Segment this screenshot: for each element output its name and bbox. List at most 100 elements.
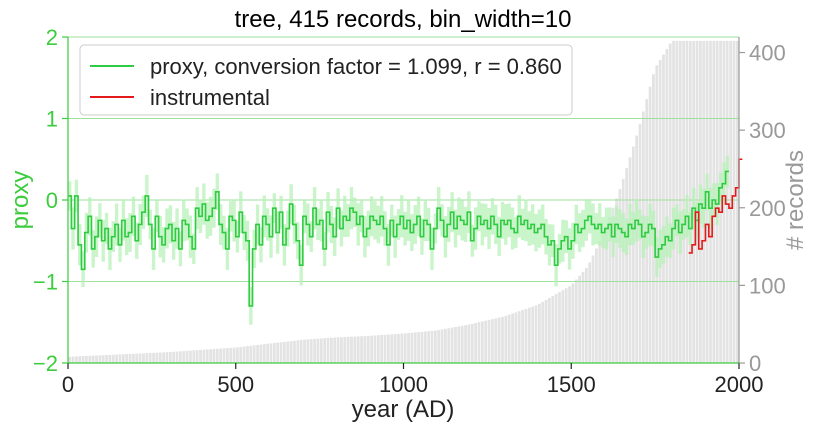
records-bar — [668, 43, 672, 363]
records-bar — [672, 40, 675, 363]
records-bar — [95, 355, 98, 363]
records-bar — [511, 313, 514, 363]
y-tick-label: −1 — [33, 270, 58, 295]
records-bar — [85, 355, 88, 363]
records-bar — [360, 336, 363, 363]
records-bar — [283, 341, 286, 363]
records-bar — [68, 356, 72, 363]
records-bar — [212, 348, 216, 363]
records-bar — [440, 329, 444, 363]
records-bar — [262, 344, 266, 363]
records-bar — [407, 333, 410, 363]
records-bar — [501, 316, 504, 363]
records-bar — [413, 332, 417, 363]
records-bar — [554, 294, 558, 363]
records-bar — [148, 352, 152, 363]
y-axis-ticks: −2 −1 0 1 2 — [33, 25, 68, 376]
records-bar — [319, 338, 323, 363]
records-bar — [454, 326, 457, 363]
records-bar — [387, 334, 390, 363]
records-bar — [192, 350, 196, 363]
records-bar — [383, 334, 387, 363]
records-bar — [363, 336, 367, 363]
records-bar — [477, 322, 481, 363]
records-bar — [400, 333, 404, 363]
records-bar — [105, 355, 108, 363]
records-bar — [615, 198, 618, 363]
records-bar — [175, 351, 179, 363]
records-bar — [729, 40, 732, 363]
records-bar — [222, 348, 226, 363]
records-bar — [735, 40, 739, 363]
records-bar — [145, 353, 149, 363]
records-bar — [179, 351, 182, 363]
records-bar — [430, 330, 434, 363]
records-bar — [484, 320, 488, 363]
records-bar — [564, 288, 568, 363]
records-bar — [470, 323, 474, 363]
records-bar — [437, 330, 441, 363]
records-bar — [326, 337, 330, 363]
records-bar — [269, 343, 273, 363]
records-bar — [91, 355, 95, 363]
records-bar — [574, 279, 578, 363]
records-bar — [658, 59, 662, 364]
y-tick-label: −2 — [33, 351, 58, 376]
records-bar — [340, 337, 343, 363]
records-bar — [457, 326, 461, 363]
records-bar — [725, 40, 729, 363]
legend-label-proxy: proxy, conversion factor = 1.099, r = 0.… — [150, 54, 562, 79]
records-bar — [246, 346, 249, 363]
records-bar — [121, 354, 125, 363]
proxy-band — [68, 155, 729, 325]
records-bar — [306, 339, 310, 363]
records-bar — [628, 157, 632, 363]
series-lines — [68, 158, 743, 307]
y-tick-label: 1 — [46, 107, 58, 132]
x-tick-label: 2000 — [715, 372, 764, 397]
records-bar — [433, 330, 437, 363]
records-bar — [524, 308, 528, 363]
records-bar — [168, 352, 172, 363]
y2-axis-title: # records — [782, 150, 809, 250]
records-bar — [420, 331, 424, 363]
records-bar — [353, 336, 357, 363]
records-bar — [480, 321, 484, 363]
records-bar — [464, 325, 467, 363]
records-bar — [581, 271, 585, 363]
records-bar — [276, 342, 280, 363]
records-bar — [286, 341, 290, 363]
records-bar — [688, 40, 692, 363]
y2-axis-ticks: 0 100 200 300 400 — [739, 41, 786, 376]
x-tick-label: 1000 — [379, 372, 428, 397]
records-bar — [202, 349, 206, 363]
legend-label-instrumental: instrumental — [150, 85, 270, 110]
records-bar — [417, 332, 420, 363]
records-bar — [497, 317, 501, 363]
records-bar — [665, 49, 669, 364]
records-bar — [266, 343, 269, 363]
records-bar — [152, 352, 155, 363]
records-bar — [135, 353, 139, 363]
records-bar — [487, 319, 491, 363]
records-bar — [403, 333, 407, 363]
records-bar — [182, 351, 186, 363]
records-bar — [172, 351, 176, 363]
records-bar — [299, 339, 303, 363]
records-bar — [427, 331, 431, 363]
records-bar — [625, 168, 628, 363]
y2-tick-label: 0 — [749, 351, 761, 376]
records-bar — [232, 347, 236, 363]
records-bar — [558, 292, 561, 363]
x-axis-title: year (AD) — [352, 396, 455, 423]
y2-tick-label: 200 — [749, 196, 786, 221]
y-axis-title: proxy — [7, 171, 34, 230]
records-bar — [544, 299, 548, 363]
records-bar — [205, 349, 209, 363]
records-bar — [75, 356, 78, 363]
records-bar — [638, 123, 642, 363]
records-bar — [279, 342, 283, 363]
records-bar — [675, 40, 679, 363]
records-bar — [605, 226, 608, 363]
